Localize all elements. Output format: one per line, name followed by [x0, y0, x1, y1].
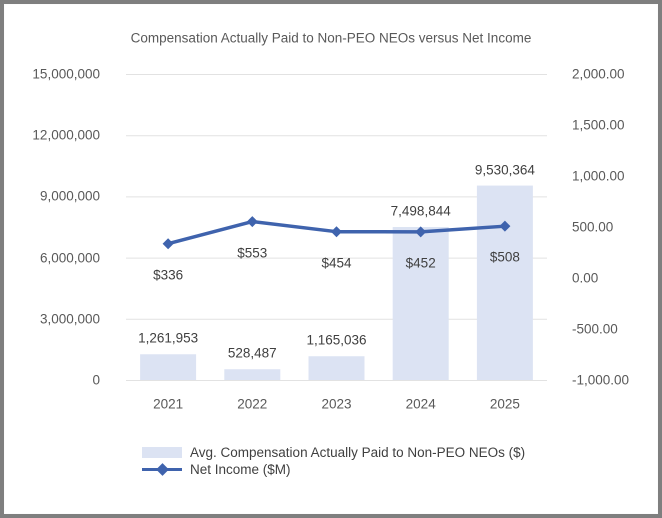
y-axis-right-tick: -500.00 — [572, 321, 618, 337]
line-value-label: $553 — [237, 245, 268, 261]
bar-series-swatch-icon — [142, 446, 182, 458]
bar-value-label: 7,498,844 — [390, 203, 451, 219]
line-value-label: $454 — [321, 255, 352, 271]
line-value-label: $336 — [153, 267, 184, 283]
bar-value-label: 528,487 — [227, 345, 277, 361]
y-axis-left-tick: 6,000,000 — [39, 250, 100, 266]
x-axis-label-2025: 2025 — [489, 396, 520, 412]
legend: Avg. Compensation Actually Paid to Non-P… — [142, 444, 525, 477]
line-value-label: $508 — [489, 249, 520, 265]
bar-2023 — [308, 356, 365, 380]
line-marker-2022 — [246, 216, 258, 228]
legend-label-line-series: Net Income ($M) — [190, 461, 291, 477]
y-axis-right-tick: 2,000.00 — [572, 66, 625, 82]
y-axis-right-tick: 1,500.00 — [572, 117, 625, 133]
chart-canvas: Compensation Actually Paid to Non-PEO NE… — [4, 4, 658, 514]
y-axis-right-tick: -1,000.00 — [572, 372, 630, 388]
y-axis-left-tick: 12,000,000 — [32, 127, 100, 143]
legend-item-bar-series: Avg. Compensation Actually Paid to Non-P… — [142, 444, 525, 460]
x-axis-label-2022: 2022 — [237, 396, 268, 412]
y-axis-left-tick: 15,000,000 — [32, 66, 100, 82]
y-axis-left-tick: 3,000,000 — [39, 311, 100, 327]
line-marker-2021 — [162, 238, 174, 250]
bar-value-label: 9,530,364 — [474, 162, 535, 178]
x-axis-label-2023: 2023 — [321, 396, 352, 412]
line-marker-2025 — [499, 220, 511, 232]
legend-item-line-series: Net Income ($M) — [142, 461, 525, 477]
y-axis-right-tick: 1,000.00 — [572, 168, 625, 184]
line-series-swatch-icon — [142, 461, 182, 477]
y-axis-left-tick: 0 — [92, 372, 100, 388]
line-marker-2024 — [415, 226, 427, 238]
bar-2024 — [392, 227, 449, 380]
diamond-marker-icon — [155, 462, 169, 476]
x-axis-label-2021: 2021 — [153, 396, 184, 412]
y-axis-left-tick: 9,000,000 — [39, 188, 100, 204]
chart-title: Compensation Actually Paid to Non-PEO NE… — [130, 30, 532, 46]
bar-value-label: 1,165,036 — [306, 332, 367, 348]
line-value-label: $452 — [405, 255, 436, 271]
y-axis-right-tick: 0.00 — [572, 270, 599, 286]
bar-2022 — [224, 369, 281, 380]
bar-2025 — [476, 185, 533, 380]
bar-2021 — [140, 354, 197, 380]
bar-value-label: 1,261,953 — [138, 330, 199, 346]
line-marker-2023 — [331, 226, 342, 238]
x-axis-label-2024: 2024 — [405, 396, 436, 412]
legend-label-bar-series: Avg. Compensation Actually Paid to Non-P… — [190, 444, 526, 460]
plot-area — [126, 74, 547, 381]
y-axis-right-tick: 500.00 — [572, 219, 614, 235]
